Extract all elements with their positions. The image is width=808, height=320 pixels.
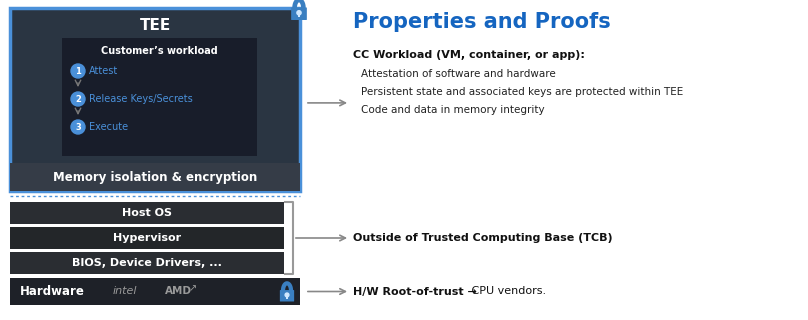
Text: H/W Root-of-trust →: H/W Root-of-trust →: [353, 286, 477, 297]
FancyBboxPatch shape: [280, 290, 294, 301]
Text: Code and data in memory integrity: Code and data in memory integrity: [361, 105, 545, 115]
Text: Execute: Execute: [89, 122, 128, 132]
Text: BIOS, Device Drivers, ...: BIOS, Device Drivers, ...: [72, 258, 222, 268]
FancyBboxPatch shape: [10, 252, 284, 274]
Text: ↗: ↗: [189, 284, 197, 293]
Circle shape: [71, 92, 85, 106]
Text: Host OS: Host OS: [122, 208, 172, 218]
Text: 2: 2: [75, 94, 81, 103]
Text: CPU vendors.: CPU vendors.: [468, 286, 546, 297]
Text: 3: 3: [75, 123, 81, 132]
Text: Attest: Attest: [89, 66, 118, 76]
Text: CC Workload (VM, container, or app):: CC Workload (VM, container, or app):: [353, 50, 585, 60]
Text: Customer’s workload: Customer’s workload: [101, 46, 218, 56]
FancyBboxPatch shape: [62, 38, 257, 156]
Text: Release Keys/Secrets: Release Keys/Secrets: [89, 94, 193, 104]
Text: Outside of Trusted Computing Base (TCB): Outside of Trusted Computing Base (TCB): [353, 233, 612, 243]
FancyBboxPatch shape: [291, 7, 307, 20]
Circle shape: [71, 120, 85, 134]
FancyBboxPatch shape: [10, 278, 300, 305]
Circle shape: [285, 293, 289, 297]
Text: TEE: TEE: [139, 18, 170, 33]
FancyBboxPatch shape: [10, 163, 300, 191]
Text: Properties and Proofs: Properties and Proofs: [353, 12, 611, 32]
Circle shape: [297, 11, 301, 15]
Text: Persistent state and associated keys are protected within TEE: Persistent state and associated keys are…: [361, 87, 684, 97]
Text: Attestation of software and hardware: Attestation of software and hardware: [361, 69, 556, 79]
Circle shape: [71, 64, 85, 78]
Text: Hypervisor: Hypervisor: [113, 233, 181, 243]
FancyBboxPatch shape: [10, 227, 284, 249]
FancyBboxPatch shape: [286, 295, 288, 299]
Text: intel: intel: [113, 286, 137, 297]
FancyBboxPatch shape: [10, 8, 300, 191]
FancyBboxPatch shape: [298, 13, 300, 17]
Text: Hardware: Hardware: [19, 285, 85, 298]
Text: Memory isolation & encryption: Memory isolation & encryption: [53, 171, 257, 183]
Text: AMD: AMD: [165, 286, 192, 297]
FancyBboxPatch shape: [10, 202, 284, 224]
Text: 1: 1: [75, 67, 81, 76]
